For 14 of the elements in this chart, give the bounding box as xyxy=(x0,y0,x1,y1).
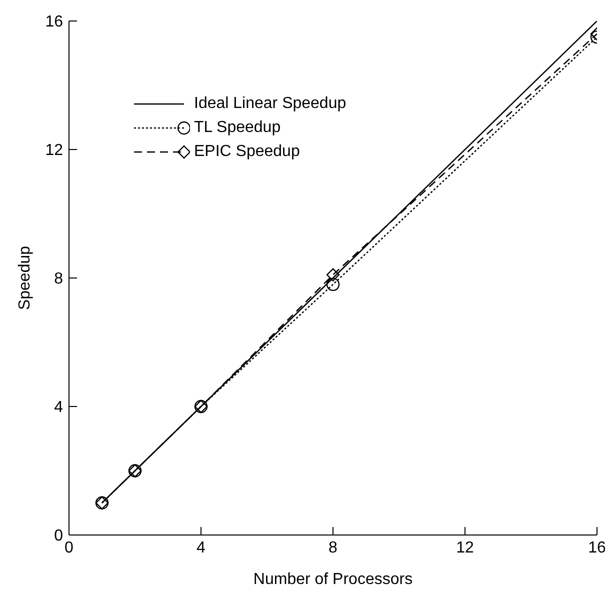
x-tick-label: 4 xyxy=(196,539,206,556)
x-axis-title: Number of Processors xyxy=(253,571,413,588)
y-tick-label: 12 xyxy=(45,142,64,160)
y-tick-label: 0 xyxy=(54,528,64,545)
y-tick-label: 4 xyxy=(54,399,64,416)
y-axis-title: Speedup xyxy=(16,246,34,310)
x-tick-label: 8 xyxy=(328,539,338,556)
legend-label: Ideal Linear Speedup xyxy=(194,95,346,113)
y-tick-label: 8 xyxy=(54,270,64,288)
x-tick-label: 16 xyxy=(588,539,606,556)
legend-label: EPIC Speedup xyxy=(194,143,300,161)
x-tick-label: 12 xyxy=(456,539,474,556)
y-tick-label: 16 xyxy=(45,14,64,31)
legend-label: TL Speedup xyxy=(194,119,281,137)
